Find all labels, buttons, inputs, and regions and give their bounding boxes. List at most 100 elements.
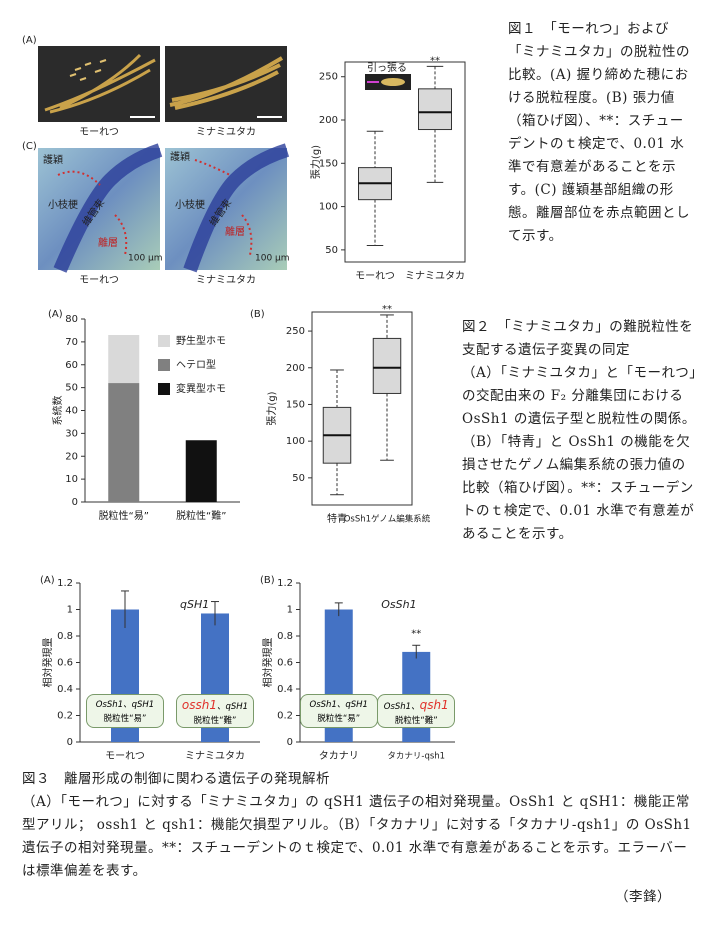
box — [372, 337, 402, 394]
legend-swatch — [158, 359, 170, 371]
panel-label: (C) — [22, 141, 37, 152]
y-axis-label: 系統数 — [51, 396, 64, 426]
panel-label: (A) — [22, 35, 37, 46]
genotype-part: 、qSH1 — [217, 702, 249, 712]
y-tick-label: 50 — [65, 383, 78, 394]
y-tick-label: 40 — [65, 406, 78, 417]
y-tick-label: 1 — [287, 605, 293, 616]
y-tick-label: 0.2 — [277, 711, 293, 722]
phenotype: 脱粒性“難” — [394, 716, 438, 726]
panicle — [44, 53, 156, 114]
genotype-box: OsSh1、qSH1 脱粒性“易” — [299, 694, 378, 728]
tissue-label: 小枝梗 — [175, 198, 205, 211]
caption-body: （A）「ミナミユタカ」と「モーれつ」の交配由来の F₂ 分離集団における OsS… — [462, 365, 697, 542]
phenotype: 脱粒性“難” — [193, 716, 237, 726]
gene-label: qSH1 — [180, 598, 209, 611]
figure-caption: 図３ 離層形成の制御に関わる遺伝子の発現解析 （A）「モーれつ」に対する「ミナミ… — [22, 768, 692, 883]
legend-label: ヘテロ型 — [176, 358, 216, 371]
x-tick-label: 脱粒性“易” — [99, 509, 149, 522]
y-tick-label: 0.2 — [57, 711, 73, 722]
panel-label: (B) — [260, 575, 275, 586]
plot-frame — [311, 311, 413, 506]
micrograph — [165, 148, 287, 270]
y-axis-label: 張力(g) — [309, 145, 322, 179]
genotype-part: OsSh1、qSH1 — [309, 700, 368, 710]
tissue-label: 護穎 — [170, 150, 190, 163]
y-tick-label: 1.2 — [57, 578, 73, 589]
figure-caption: 図２ 「ミナミユタカ」の難脱粒性を支配する遺伝子変異の同定 （A）「ミナミユタカ… — [462, 316, 697, 546]
y-tick-label: 0.8 — [277, 631, 293, 642]
genotype-part: qsh1 — [419, 698, 449, 712]
legend-swatch — [158, 383, 170, 395]
grains — [69, 59, 107, 81]
genotype: OsSh1、qSH1 — [301, 698, 377, 712]
y-tick-label: 10 — [65, 474, 78, 485]
photo-caption: モーれつ — [79, 126, 119, 138]
caption-title: 図３ 離層形成の制御に関わる遺伝子の発現解析 — [22, 771, 330, 787]
y-axis-label: 相対発現量 — [41, 638, 54, 688]
x-tick-label: タカナリ-qsh1 — [387, 752, 445, 762]
y-tick-label: 50 — [292, 473, 305, 484]
tissue — [183, 143, 290, 273]
y-axis-label: 相対発現量 — [261, 638, 274, 688]
y-tick-label: 0.4 — [277, 684, 293, 695]
phenotype: 脱粒性“易” — [103, 714, 147, 724]
genotype-box: OsSh1、qSH1 脱粒性“易” — [86, 694, 164, 728]
genotype-part: ossh1 — [181, 698, 217, 712]
y-tick-label: 20 — [65, 451, 78, 462]
significance: ** — [411, 628, 421, 639]
y-tick-label: 30 — [65, 428, 78, 439]
plot-frame — [344, 61, 466, 263]
tissue-label: 護穎 — [43, 153, 63, 166]
panicle — [169, 56, 284, 110]
genotype: ossh1、qSH1 — [177, 698, 253, 714]
genotype-box: OsSh1、qsh1 脱粒性“難” — [377, 694, 456, 728]
bar-segment — [108, 383, 140, 502]
photo-caption: モーれつ — [79, 274, 119, 286]
panel-label: (B) — [250, 309, 265, 320]
panel-label: (A) — [48, 309, 63, 320]
micrograph — [38, 148, 160, 270]
x-tick-label: 特青 — [327, 512, 347, 525]
tissue-label: 小枝梗 — [48, 198, 78, 211]
y-tick-label: 100 — [286, 436, 305, 447]
y-tick-label: 150 — [286, 399, 305, 410]
legend-label: 野生型ホモ — [176, 334, 226, 347]
y-axis-label: 張力(g) — [265, 391, 278, 425]
abscission-dots — [57, 170, 128, 256]
genotype: OsSh1、qsh1 — [378, 698, 454, 714]
y-tick-label: 200 — [319, 115, 338, 126]
y-tick-label: 0 — [287, 737, 293, 748]
phenotype: 脱粒性“易” — [317, 714, 361, 724]
caption-body: （A）「モーれつ」に対する「ミナミユタカ」の qSH1 遺伝子の相対発現量。Os… — [22, 794, 692, 879]
x-tick-label: モーれつ — [355, 270, 395, 282]
x-tick-label: ミナミユタカ — [185, 750, 245, 762]
genotype-part: OsSh1、 — [383, 702, 420, 712]
y-tick-label: 0 — [72, 497, 78, 508]
photo — [165, 46, 287, 122]
y-tick-label: 50 — [325, 245, 338, 256]
x-tick-label: 脱粒性“難” — [176, 509, 226, 522]
x-tick-label: ミナミユタカ — [405, 270, 465, 282]
scale-label: 100 μm — [255, 254, 290, 264]
y-tick-label: 1 — [67, 605, 73, 616]
y-tick-label: 0.6 — [277, 658, 293, 669]
x-tick-label: モーれつ — [105, 750, 145, 762]
bar-segment — [108, 335, 140, 384]
photo-caption: ミナミユタカ — [196, 274, 256, 286]
scale-label: 100 μm — [128, 254, 163, 264]
significance: ** — [382, 304, 392, 315]
genotype: OsSh1、qSH1 — [87, 698, 163, 712]
tissue-label: 離層 — [225, 225, 245, 238]
x-tick-label: OsSh1ゲノム編集系統 — [344, 514, 431, 525]
y-tick-label: 200 — [286, 363, 305, 374]
y-tick-label: 250 — [319, 72, 338, 83]
gene-label: OsSh1 — [381, 598, 416, 611]
panel-label: (A) — [40, 575, 55, 586]
y-tick-label: 0.8 — [57, 631, 73, 642]
y-tick-label: 250 — [286, 326, 305, 337]
bar-segment — [185, 440, 217, 502]
author: （李鋒） — [615, 889, 671, 905]
box — [418, 88, 452, 131]
